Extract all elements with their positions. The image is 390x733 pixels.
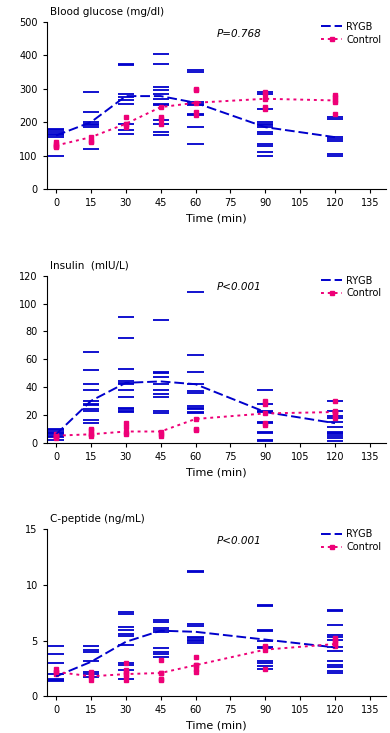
Text: P<0.001: P<0.001 [216, 536, 261, 546]
Text: P<0.001: P<0.001 [216, 282, 261, 292]
X-axis label: Time (min): Time (min) [186, 467, 247, 477]
Legend: RYGB, Control: RYGB, Control [321, 22, 381, 45]
X-axis label: Time (min): Time (min) [186, 721, 247, 731]
X-axis label: Time (min): Time (min) [186, 213, 247, 224]
Legend: RYGB, Control: RYGB, Control [321, 529, 381, 552]
Text: P=0.768: P=0.768 [216, 29, 261, 39]
Text: C-peptide (ng/mL): C-peptide (ng/mL) [50, 515, 145, 524]
Legend: RYGB, Control: RYGB, Control [321, 276, 381, 298]
Text: Blood glucose (mg/dl): Blood glucose (mg/dl) [50, 7, 164, 17]
Text: Insulin  (mIU/L): Insulin (mIU/L) [50, 261, 129, 270]
